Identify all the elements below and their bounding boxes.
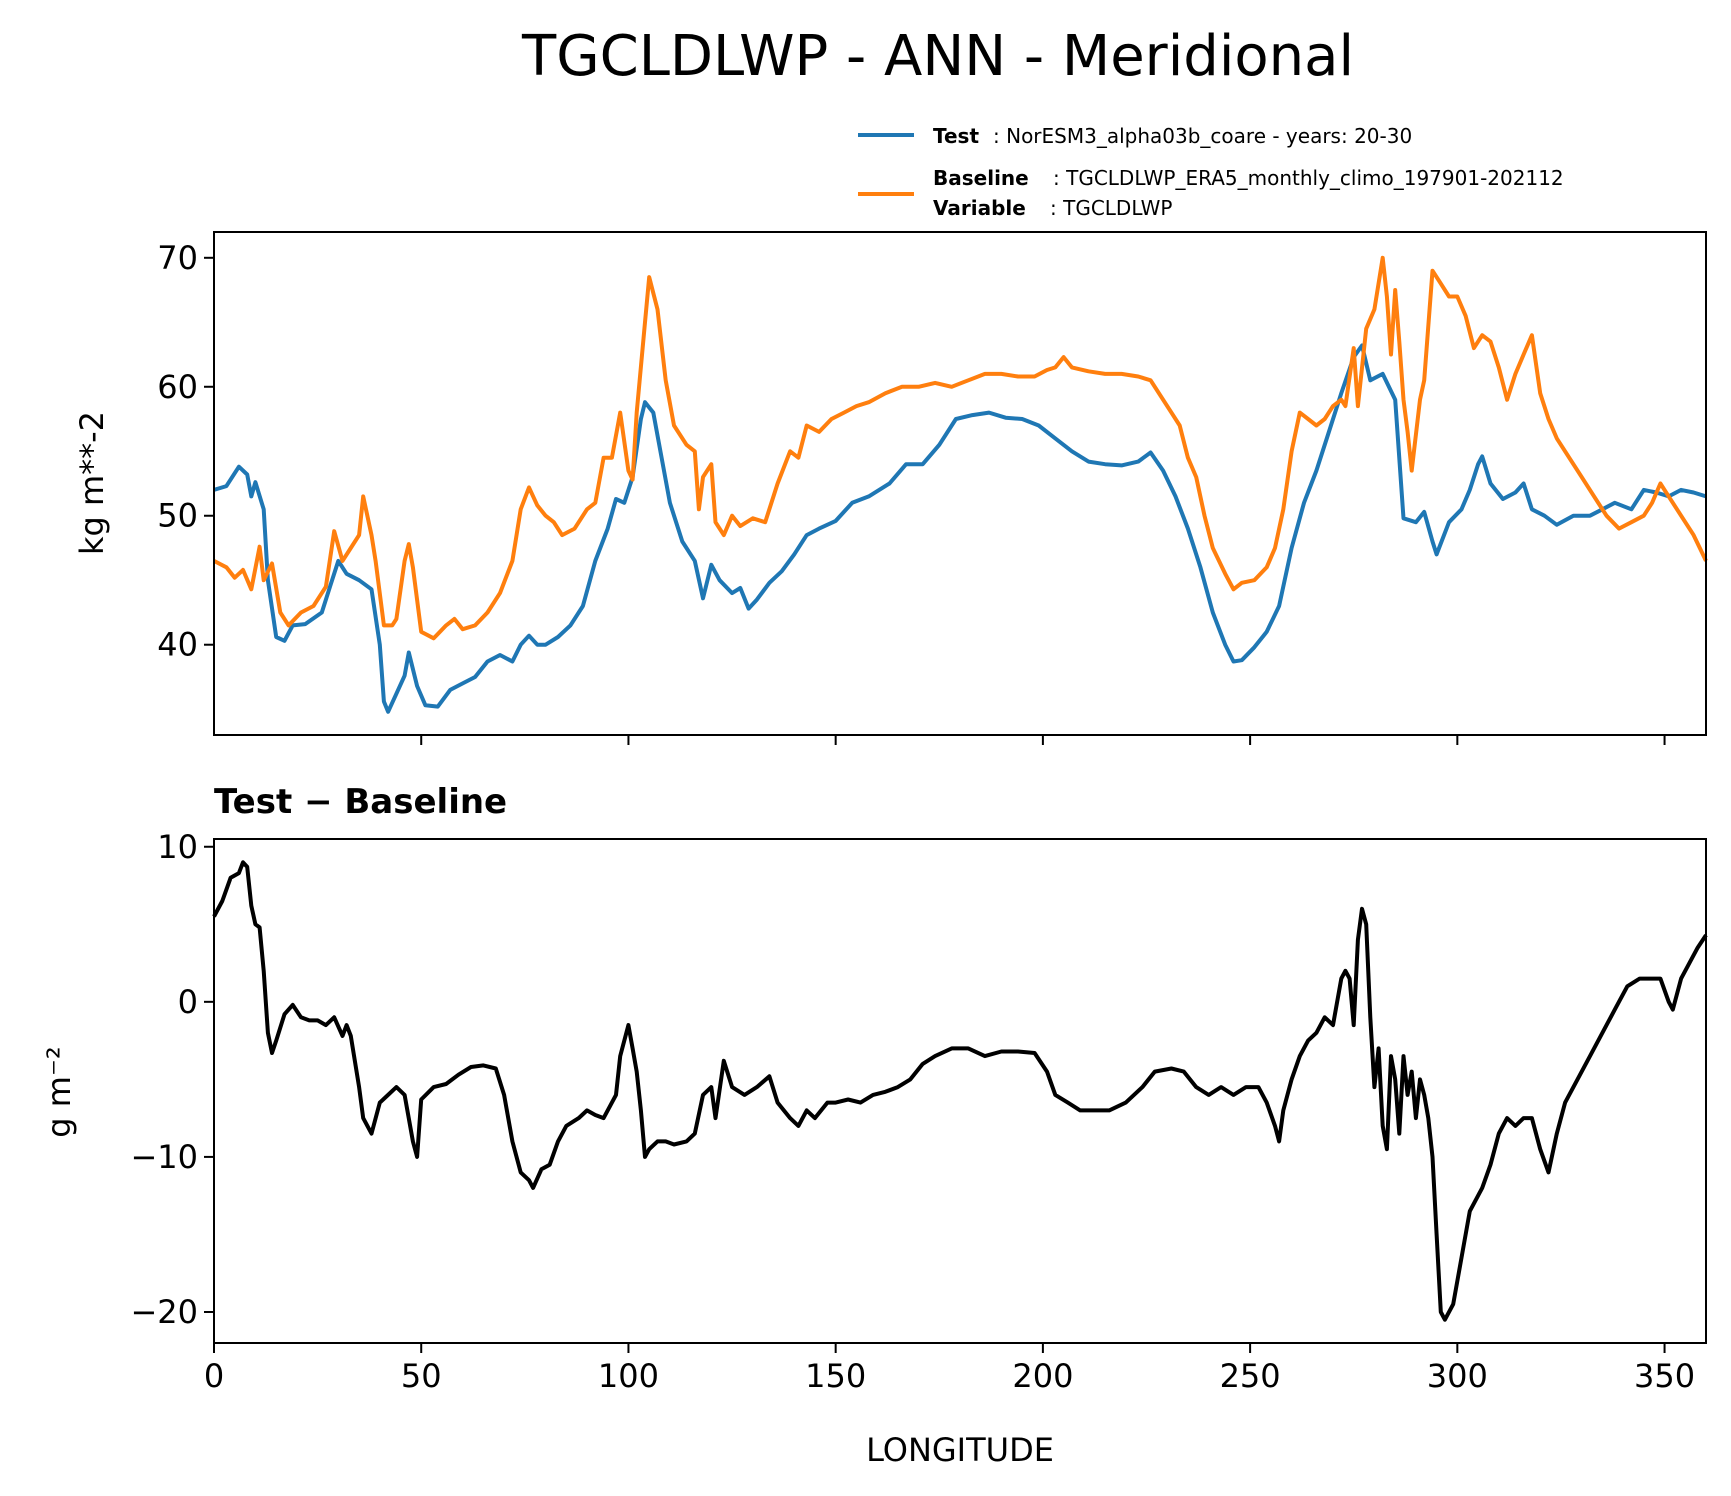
bottom-x-tick-label: 300 bbox=[1427, 1357, 1488, 1395]
legend-value-variable: : TGCLDLWP bbox=[1050, 196, 1172, 220]
bottom-x-tick-label: 350 bbox=[1634, 1357, 1695, 1395]
legend-value-baseline-text: TGCLDLWP_ERA5_monthly_climo_197901-20211… bbox=[1065, 166, 1564, 190]
top-y-tick-label: 60 bbox=[157, 368, 198, 406]
bottom-axes-frame bbox=[213, 838, 1707, 1344]
bottom-x-tick-label: 50 bbox=[401, 1357, 442, 1395]
legend-value-test: : NorESM3_alpha03b_coare - years: 20-30 bbox=[993, 124, 1412, 148]
bottom-x-tick-label: 250 bbox=[1220, 1357, 1281, 1395]
legend-value-variable-text: TGCLDLWP bbox=[1062, 196, 1172, 220]
top-y-axis-label: kg m**-2 bbox=[73, 411, 111, 555]
legend-key-variable: Variable bbox=[933, 196, 1026, 220]
bottom-x-tick-label: 150 bbox=[805, 1357, 866, 1395]
bottom-y-tick-label: 10 bbox=[157, 828, 198, 866]
bottom-y-axis-label: g m⁻² bbox=[40, 1046, 78, 1137]
bottom-x-axis-label: LONGITUDE bbox=[866, 1431, 1054, 1469]
bottom-x-tick-label: 200 bbox=[1012, 1357, 1073, 1395]
legend-key-test: Test bbox=[933, 124, 979, 148]
top-y-tick-label: 50 bbox=[157, 497, 198, 535]
legend: Test : NorESM3_alpha03b_coare - years: 2… bbox=[858, 124, 1564, 220]
top-y-tick-label: 40 bbox=[157, 626, 198, 664]
bottom-series-line-test-baseline bbox=[212, 860, 1708, 1322]
top-ticks: 40 50 60 70 bbox=[157, 239, 1666, 745]
top-series-layer bbox=[213, 255, 1708, 714]
top-series-line-baseline bbox=[213, 255, 1708, 641]
bottom-y-tick-label: 0 bbox=[178, 983, 198, 1021]
bottom-series-layer bbox=[212, 860, 1708, 1322]
legend-sep-test: : bbox=[993, 124, 1006, 148]
top-axes-frame bbox=[213, 231, 1707, 736]
legend-value-baseline: : TGCLDLWP_ERA5_monthly_climo_197901-202… bbox=[1053, 166, 1564, 190]
bottom-panel: Test − Baseline 0 50 100 150 200 250 300 350100… bbox=[40, 782, 1708, 1469]
top-y-tick-label: 70 bbox=[157, 239, 198, 277]
legend-sep-variable: : bbox=[1050, 196, 1063, 220]
legend-sep-baseline: : bbox=[1053, 166, 1066, 190]
top-panel: 40 50 60 70 kg m**-2 bbox=[73, 231, 1708, 745]
legend-value-test-text: NorESM3_alpha03b_coare - years: 20-30 bbox=[1006, 124, 1412, 148]
bottom-y-tick-label: −20 bbox=[130, 1293, 198, 1331]
top-series-line-test bbox=[213, 343, 1707, 714]
bottom-y-tick-label: −10 bbox=[130, 1138, 198, 1176]
bottom-x-tick-label: 0 bbox=[204, 1357, 224, 1395]
legend-key-baseline: Baseline bbox=[933, 166, 1029, 190]
bottom-x-tick-label: 100 bbox=[598, 1357, 659, 1395]
bottom-subplot-title: Test − Baseline bbox=[214, 782, 507, 822]
figure-title: TGCLDLWP - ANN - Meridional bbox=[521, 24, 1354, 89]
